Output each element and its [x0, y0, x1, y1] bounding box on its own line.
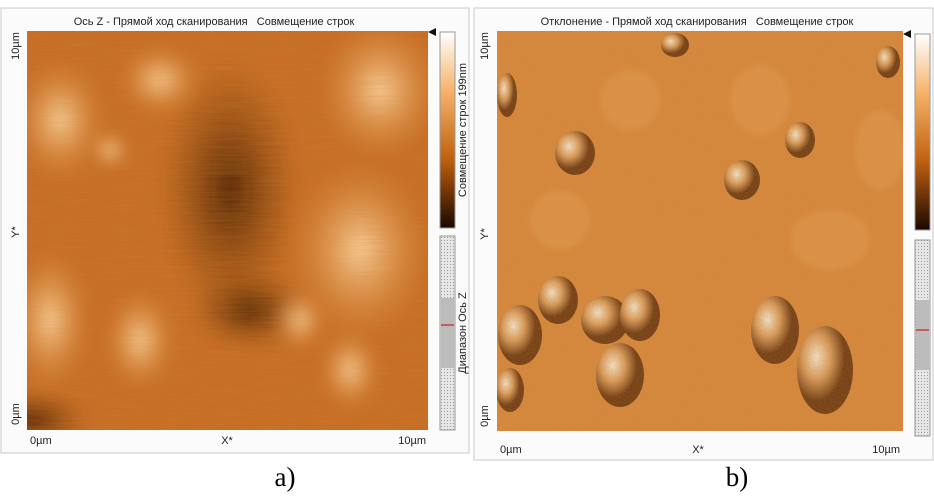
range-window	[441, 298, 454, 368]
y-axis-label: 0µm	[479, 405, 491, 427]
y-axis-label: Y*	[10, 225, 22, 237]
x-axis-label: 0µm	[500, 444, 522, 456]
afm-image	[496, 31, 905, 431]
panel-title: Ось Z - Прямой ход сканирования Совмещен…	[74, 16, 355, 28]
x-axis-label: 10µm	[398, 435, 426, 447]
y-axis-label: Y*	[479, 227, 491, 239]
colorbar	[915, 34, 930, 230]
range-window	[916, 300, 929, 370]
x-axis-label: X*	[692, 444, 704, 456]
range-label: Диапазон Ось Z	[457, 292, 469, 374]
caption: a)	[275, 462, 296, 492]
afm-image	[0, 20, 440, 450]
y-axis-label: 10µm	[479, 32, 491, 60]
x-axis-label: 0µm	[30, 435, 52, 447]
panel-title: Отклонение - Прямой ход сканирования Сов…	[541, 16, 854, 28]
x-axis-label: 10µm	[872, 444, 900, 456]
colorbar-label: Совмещение строк 199nm	[457, 63, 469, 197]
colorbar	[440, 32, 455, 228]
y-axis-label: 0µm	[10, 403, 22, 425]
y-axis-label: 10µm	[10, 32, 22, 60]
figure: Ось Z - Прямой ход сканирования Совмещен…	[0, 0, 934, 497]
x-axis-label: X*	[221, 435, 233, 447]
caption: b)	[726, 462, 749, 492]
